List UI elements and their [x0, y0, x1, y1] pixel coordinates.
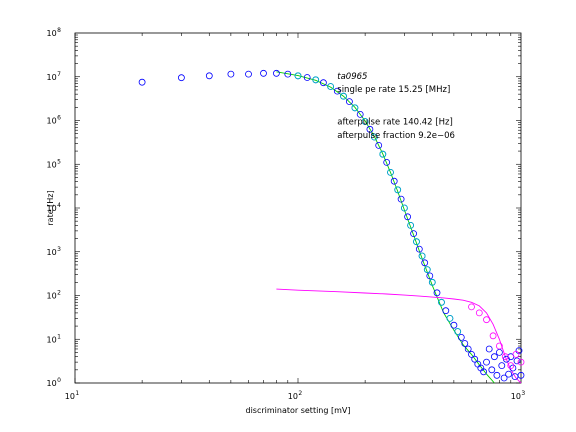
y-tick-label: 101	[46, 333, 61, 344]
data-point	[428, 278, 436, 286]
data-point	[501, 353, 509, 361]
data-point	[312, 76, 320, 84]
series-line-3	[276, 71, 495, 384]
data-point	[272, 69, 280, 77]
data-point	[468, 350, 475, 358]
data-point	[361, 118, 369, 125]
data-point	[468, 303, 475, 311]
data-point	[400, 204, 408, 212]
data-point	[390, 177, 398, 185]
data-point	[485, 345, 493, 353]
y-tick-label: 102	[46, 290, 61, 301]
data-point	[438, 298, 445, 306]
data-point	[490, 353, 498, 361]
data-point	[500, 374, 508, 382]
data-point	[509, 364, 517, 372]
data-point	[394, 186, 402, 194]
data-point	[345, 98, 353, 105]
data-point	[483, 358, 490, 366]
y-tick-label: 103	[46, 246, 61, 257]
y-tick-label: 100	[46, 377, 61, 388]
x-tick-labels: 101 102 103	[65, 390, 526, 401]
data-point	[413, 238, 420, 246]
data-point	[245, 70, 252, 78]
data-point	[284, 70, 292, 78]
data-point	[370, 133, 378, 141]
annotations: ta0965 single pe rate 15.25 [MHz] afterpul…	[337, 72, 455, 141]
y-tick-label: 104	[46, 202, 61, 213]
data-point	[461, 340, 469, 347]
data-point	[483, 316, 490, 324]
data-point	[333, 87, 341, 95]
data-point	[138, 78, 146, 86]
data-point	[319, 79, 327, 87]
data-point	[464, 345, 472, 353]
y-tick-label: 108	[46, 27, 61, 38]
data-point	[480, 368, 488, 376]
data-point	[433, 289, 441, 297]
data-point	[407, 221, 415, 229]
data-point	[410, 230, 418, 238]
annotation-2: afterpulse rate 140.42 [Hz]	[337, 118, 453, 128]
data-point	[457, 333, 465, 341]
data-point	[260, 69, 267, 77]
data-point	[488, 366, 496, 374]
data-point	[404, 213, 412, 221]
data-point	[387, 168, 394, 176]
data-point	[415, 245, 423, 253]
data-point	[383, 158, 391, 166]
data-point	[454, 328, 462, 335]
data-point	[442, 307, 450, 315]
data-point	[426, 272, 434, 280]
plot-area	[74, 32, 522, 384]
data-point	[303, 74, 311, 81]
data-point	[495, 342, 503, 350]
series-group	[138, 69, 525, 384]
data-point	[340, 92, 347, 100]
data-point	[375, 141, 383, 149]
annotation-1: single pe rate 15.25 [MHz]	[337, 85, 450, 95]
data-point	[227, 70, 235, 78]
data-point	[366, 125, 374, 133]
x-tick-label: 101	[65, 390, 80, 401]
data-point	[421, 259, 429, 267]
y-tick-label: 106	[46, 115, 61, 126]
data-point	[356, 111, 364, 118]
data-point	[489, 332, 497, 340]
data-point	[471, 355, 479, 363]
data-point	[505, 370, 513, 378]
annotation-3: afterpulse fraction 9.2e−06	[337, 131, 455, 141]
y-axis-label: rate [Hz]	[46, 190, 55, 225]
data-point	[512, 350, 520, 358]
data-point	[177, 74, 185, 82]
data-point	[423, 266, 431, 274]
annotation-0: ta0965	[337, 72, 367, 82]
data-point	[513, 357, 521, 365]
data-point	[379, 150, 387, 158]
tick-marks	[74, 33, 521, 384]
data-point	[493, 371, 501, 379]
x-tick-label: 102	[288, 390, 303, 401]
data-point	[450, 321, 458, 329]
data-point	[507, 362, 515, 370]
data-point	[205, 72, 213, 80]
data-point	[475, 309, 483, 317]
x-tick-label: 103	[511, 390, 526, 401]
data-point	[517, 371, 525, 379]
data-point	[327, 83, 335, 90]
data-point	[294, 72, 302, 80]
data-point	[517, 358, 525, 366]
y-tick-label: 105	[46, 158, 61, 169]
data-point	[446, 314, 454, 322]
data-point	[397, 195, 405, 203]
y-tick-label: 107	[46, 71, 61, 82]
data-point	[498, 362, 506, 370]
y-tick-labels: 100 101 102 103 104 105 106 107 108	[46, 27, 61, 388]
x-axis-label: discriminator setting [mV]	[245, 406, 350, 415]
data-point	[418, 252, 426, 260]
data-point	[351, 104, 359, 112]
